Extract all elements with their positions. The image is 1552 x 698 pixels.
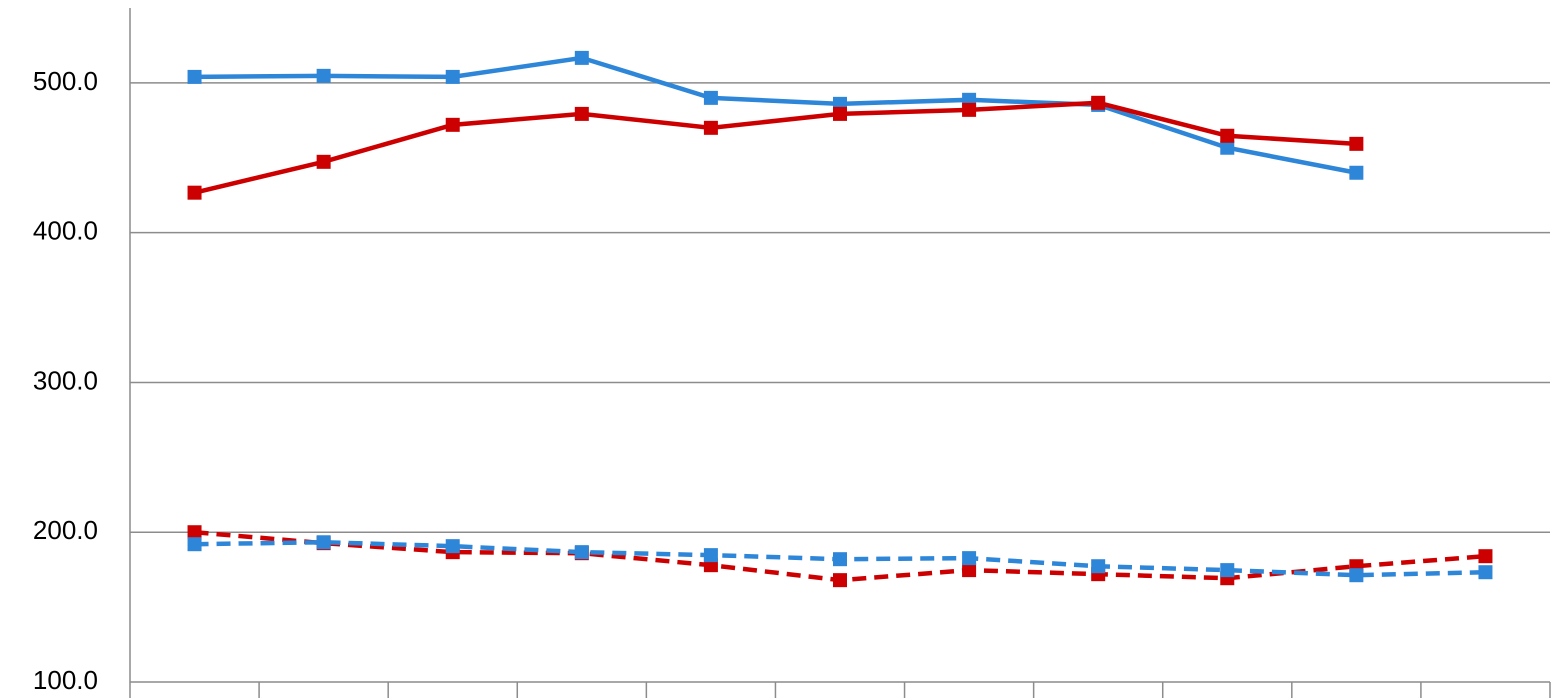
y-tick-label: 200.0: [33, 515, 98, 545]
y-tick-label: 400.0: [33, 216, 98, 246]
series-line: [194, 100, 1357, 195]
point-marker: [703, 548, 718, 563]
point-marker: [1349, 136, 1364, 151]
point-marker: [316, 535, 331, 550]
point-marker: [445, 539, 460, 554]
point-marker: [187, 525, 202, 540]
point-marker: [962, 551, 977, 566]
series-line: [194, 55, 1357, 175]
point-marker: [833, 573, 847, 588]
point-marker: [833, 106, 847, 121]
point-marker: [187, 69, 202, 84]
point-marker: [445, 117, 460, 132]
point-marker: [962, 563, 977, 578]
y-tick-label: 300.0: [33, 365, 98, 395]
point-marker: [703, 90, 718, 105]
point-marker: [445, 69, 460, 84]
point-marker: [574, 106, 589, 121]
point-marker: [187, 537, 202, 552]
point-marker: [1220, 140, 1235, 155]
point-marker: [962, 102, 977, 117]
point-marker: [187, 185, 202, 200]
point-marker: [1349, 568, 1364, 583]
point-marker: [316, 154, 331, 169]
point-marker: [1091, 95, 1106, 110]
point-marker: [1220, 128, 1235, 143]
y-tick-label: 100.0: [33, 665, 98, 695]
point-marker: [1349, 165, 1364, 180]
y-tick-label: 500.0: [33, 66, 98, 96]
point-marker: [1478, 565, 1493, 580]
point-marker: [1091, 559, 1106, 574]
point-marker: [1478, 549, 1493, 564]
point-marker: [1220, 563, 1235, 578]
point-marker: [316, 68, 331, 83]
point-marker: [574, 545, 589, 560]
point-marker: [574, 50, 589, 65]
point-marker: [703, 120, 718, 135]
point-marker: [833, 552, 847, 567]
